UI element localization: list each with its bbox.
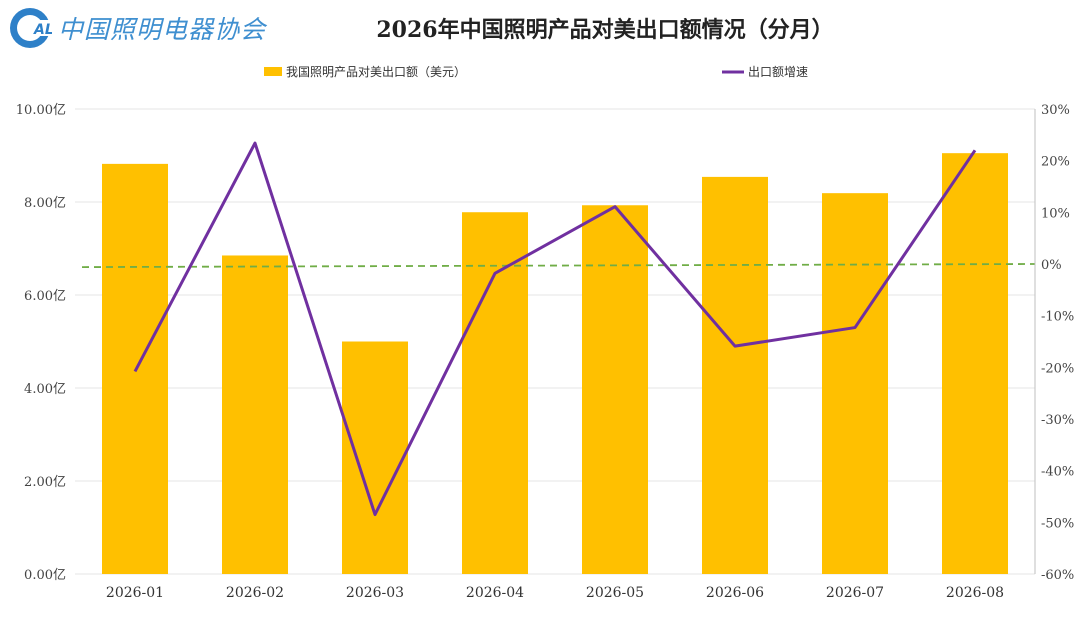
right-tick-label: -10%	[1041, 310, 1074, 325]
right-tick-label: 0%	[1041, 258, 1062, 273]
x-axis: 2026-01 2026-02 2026-03 2026-04 2026-05 2026-…	[106, 585, 1004, 601]
legend: 我国照明产品对美出口额（美元） 出口额增速	[264, 65, 808, 79]
x-tick-label: 2026-02	[226, 585, 284, 601]
bar	[702, 176, 768, 574]
right-tick-label: -60%	[1041, 568, 1074, 583]
bar	[222, 255, 288, 574]
bar	[822, 193, 888, 575]
x-tick-label: 2026-04	[466, 585, 524, 601]
logo-org-name: 中国照明电器协会	[58, 15, 267, 44]
bar-series	[102, 153, 1008, 575]
growth-line-series	[133, 141, 977, 517]
right-tick-label: -40%	[1041, 465, 1074, 480]
bar	[942, 153, 1008, 575]
right-tick-label: 10%	[1041, 206, 1070, 221]
left-tick-label: 6.00亿	[24, 289, 66, 304]
logo-mark-icon: ALI	[10, 8, 52, 48]
bar	[582, 205, 648, 574]
logo-badge-text: ALI	[33, 22, 52, 38]
left-tick-label: 0.00亿	[24, 568, 66, 583]
right-axis: -60% -50% -40% -30% -20% -10% 0% 10% 20% 30%	[1041, 103, 1074, 583]
left-axis: 0.00亿 2.00亿 4.00亿 6.00亿 8.00亿 10.00亿	[16, 103, 66, 583]
left-tick-label: 8.00亿	[24, 196, 66, 211]
bar	[342, 341, 408, 574]
x-tick-label: 2026-06	[706, 585, 764, 601]
x-tick-label: 2026-01	[106, 585, 164, 601]
x-tick-label: 2026-03	[346, 585, 404, 601]
legend-label-bar: 我国照明产品对美出口额（美元）	[286, 65, 466, 79]
x-tick-label: 2026-05	[586, 585, 644, 601]
legend-label-line: 出口额增速	[748, 65, 808, 79]
right-tick-label: -30%	[1041, 413, 1074, 428]
left-tick-label: 2.00亿	[24, 475, 66, 490]
left-tick-label: 10.00亿	[16, 103, 66, 118]
logo: ALI 中国照明电器协会	[8, 6, 266, 50]
right-tick-label: 30%	[1041, 103, 1070, 118]
right-tick-label: -50%	[1041, 516, 1074, 531]
reference-line	[81, 263, 1036, 269]
x-tick-label: 2026-08	[946, 585, 1004, 601]
right-tick-label: 20%	[1041, 155, 1070, 170]
right-tick-label: -20%	[1041, 361, 1074, 376]
gridlines	[75, 108, 1035, 575]
left-tick-label: 4.00亿	[24, 382, 66, 397]
chart-title: 2026年中国照明产品对美出口额情况（分月）	[376, 17, 833, 43]
legend-swatch-bar	[264, 67, 282, 76]
x-tick-label: 2026-07	[826, 585, 884, 601]
